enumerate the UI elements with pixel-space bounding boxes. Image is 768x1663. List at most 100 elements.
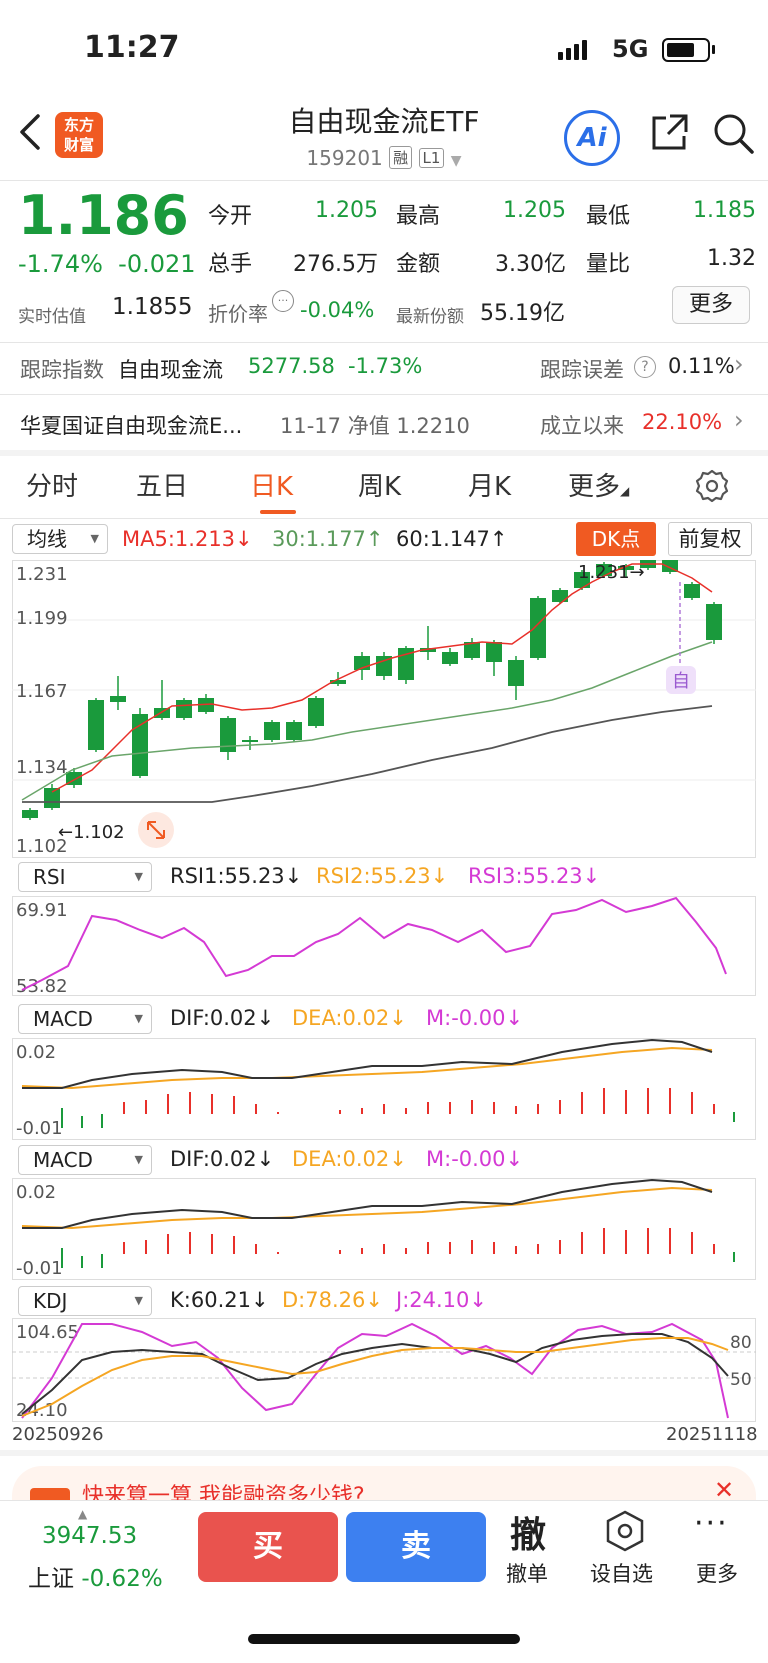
dea-line — [21, 1046, 713, 1090]
ma30-line — [21, 641, 713, 801]
y-label: 69.91 — [16, 900, 68, 921]
dif-line — [22, 1038, 713, 1089]
candle — [176, 700, 192, 718]
d-label: D:78.26↓ — [282, 1288, 383, 1312]
candle — [22, 810, 38, 818]
kline-chart[interactable]: 1.231 1.199 1.167 1.134 1.102 1.231→ ←1.… — [12, 560, 756, 858]
index-name-change[interactable]: 上证 -0.62% — [28, 1566, 163, 1592]
rsi3-label: RSI3:55.23↓ — [468, 864, 601, 888]
more-dots-icon: ··· — [694, 1506, 729, 1541]
buy-button[interactable]: 买 — [198, 1512, 338, 1582]
k-label: K:60.21↓ — [170, 1288, 269, 1312]
status-time: 11:27 — [84, 30, 180, 65]
value-volume-ratio: 1.32 — [707, 246, 756, 271]
tracking-label: 跟踪指数 — [20, 358, 104, 382]
candle — [220, 718, 236, 752]
status-bar: 11:27 5G — [0, 0, 768, 100]
candle — [264, 722, 280, 740]
value-low: 1.185 — [693, 198, 756, 223]
ma5-label: MA5:1.213↓ — [122, 527, 253, 551]
dif-line — [22, 1178, 713, 1229]
back-icon[interactable] — [18, 112, 42, 152]
dif-label: DIF:0.02↓ — [170, 1006, 275, 1030]
info-icon[interactable]: ··· — [272, 290, 294, 312]
tab-more[interactable]: 更多◢ — [568, 472, 630, 502]
tracking-index-change: -1.73% — [348, 354, 423, 378]
kdj-chart[interactable]: 104.65 24.10 80 50 — [12, 1318, 756, 1422]
security-code[interactable]: 159201 融 L1 ▼ — [306, 146, 462, 170]
page-title: 自由现金流ETF — [288, 105, 480, 138]
kdj-selector[interactable]: KDJ ▼ — [18, 1286, 152, 1316]
y-label: 1.134 — [16, 757, 68, 778]
y-label: 1.199 — [16, 608, 68, 629]
tab-weekly-k[interactable]: 周K — [358, 472, 402, 502]
add-watchlist-button[interactable]: 设自选 — [588, 1500, 668, 1600]
candle — [508, 660, 524, 686]
dk-point-button[interactable]: DK点 — [576, 522, 656, 556]
ma-selector[interactable]: 均线 ▼ — [12, 524, 108, 554]
candle — [486, 642, 502, 662]
macd-chart[interactable]: 0.02 -0.01 — [12, 1178, 756, 1280]
shares-value: 55.19亿 — [480, 301, 565, 326]
realtime-label: 实时估值 — [18, 307, 86, 327]
sell-button[interactable]: 卖 — [346, 1512, 486, 1582]
tab-daily-k[interactable]: 日K — [250, 472, 294, 502]
date-start: 20250926 — [12, 1424, 104, 1445]
cancel-order-button[interactable]: 撤 撤单 — [506, 1500, 576, 1600]
tab-five-day[interactable]: 五日 — [136, 472, 189, 502]
tracking-index-value: 5277.58 — [248, 354, 335, 378]
network-label: 5G — [612, 35, 649, 63]
margin-tag: 融 — [389, 146, 413, 169]
y-label: -0.01 — [16, 1118, 63, 1139]
candle — [530, 598, 546, 658]
index-value[interactable]: 3947.53 — [42, 1523, 138, 1549]
d-line — [21, 1337, 729, 1417]
self-marker: 自 — [672, 671, 690, 692]
tab-intraday[interactable]: 分时 — [26, 472, 79, 502]
premium-label: 折价率 — [208, 302, 268, 326]
close-icon[interactable]: ✕ — [714, 1476, 735, 1504]
fund-row[interactable]: 华夏国证自由现金流E... 11-17 净值 1.2210 成立以来 22.10… — [0, 396, 768, 450]
adjust-button[interactable]: 前复权 — [668, 522, 752, 556]
ai-assistant-button[interactable]: Ai — [564, 110, 620, 166]
rsi2-label: RSI2:55.23↓ — [316, 864, 449, 888]
search-icon[interactable] — [712, 112, 756, 156]
y-label: 0.02 — [16, 1042, 56, 1063]
more-quote-button[interactable]: 更多 — [672, 286, 750, 324]
current-price: 1.186 — [18, 184, 189, 247]
ma30-label: 30:1.177↑ — [272, 527, 384, 551]
candle — [44, 788, 60, 808]
y-label: 1.102 — [16, 836, 68, 857]
since-label: 成立以来 — [540, 414, 624, 438]
macd-selector[interactable]: MACD ▼ — [18, 1145, 152, 1175]
y-label: 1.167 — [16, 681, 68, 702]
chevron-right-icon: › — [734, 406, 744, 434]
macd-chart[interactable]: 0.02 -0.01 — [12, 1038, 756, 1140]
fund-nav: 11-17 净值 1.2210 — [280, 414, 470, 438]
settings-icon[interactable] — [694, 468, 730, 504]
candle — [552, 590, 568, 602]
rsi-selector[interactable]: RSI ▼ — [18, 862, 152, 892]
y-label: -0.01 — [16, 1258, 63, 1279]
cancel-label: 撤单 — [506, 1562, 548, 1586]
share-icon[interactable] — [648, 112, 690, 154]
j-line — [21, 1322, 729, 1419]
tracking-error-label: 跟踪误差 — [540, 358, 624, 382]
rsi-chart[interactable]: 69.91 53.82 — [12, 896, 756, 996]
more-button[interactable]: ··· 更多 — [686, 1500, 756, 1600]
chevron-right-icon: › — [734, 350, 744, 378]
macd-selector[interactable]: MACD ▼ — [18, 1004, 152, 1034]
tracking-row[interactable]: 跟踪指数 自由现金流 5277.58 -1.73% 跟踪误差 ? 0.11% › — [0, 342, 768, 394]
tab-monthly-k[interactable]: 月K — [468, 472, 512, 502]
rsi-line — [21, 896, 727, 991]
shares-label: 最新份额 — [396, 307, 464, 327]
rsi1-label: RSI1:55.23↓ — [170, 864, 303, 888]
ref-label: 50 — [730, 1370, 752, 1390]
help-icon[interactable]: ? — [634, 356, 656, 378]
value-open: 1.205 — [315, 198, 378, 223]
j-label: J:24.10↓ — [396, 1288, 487, 1312]
caret-up-icon: ▲ — [78, 1507, 88, 1521]
battery-icon — [662, 38, 710, 62]
value-volume: 276.5万 — [293, 252, 378, 277]
chevron-down-icon: ▼ — [450, 153, 462, 169]
